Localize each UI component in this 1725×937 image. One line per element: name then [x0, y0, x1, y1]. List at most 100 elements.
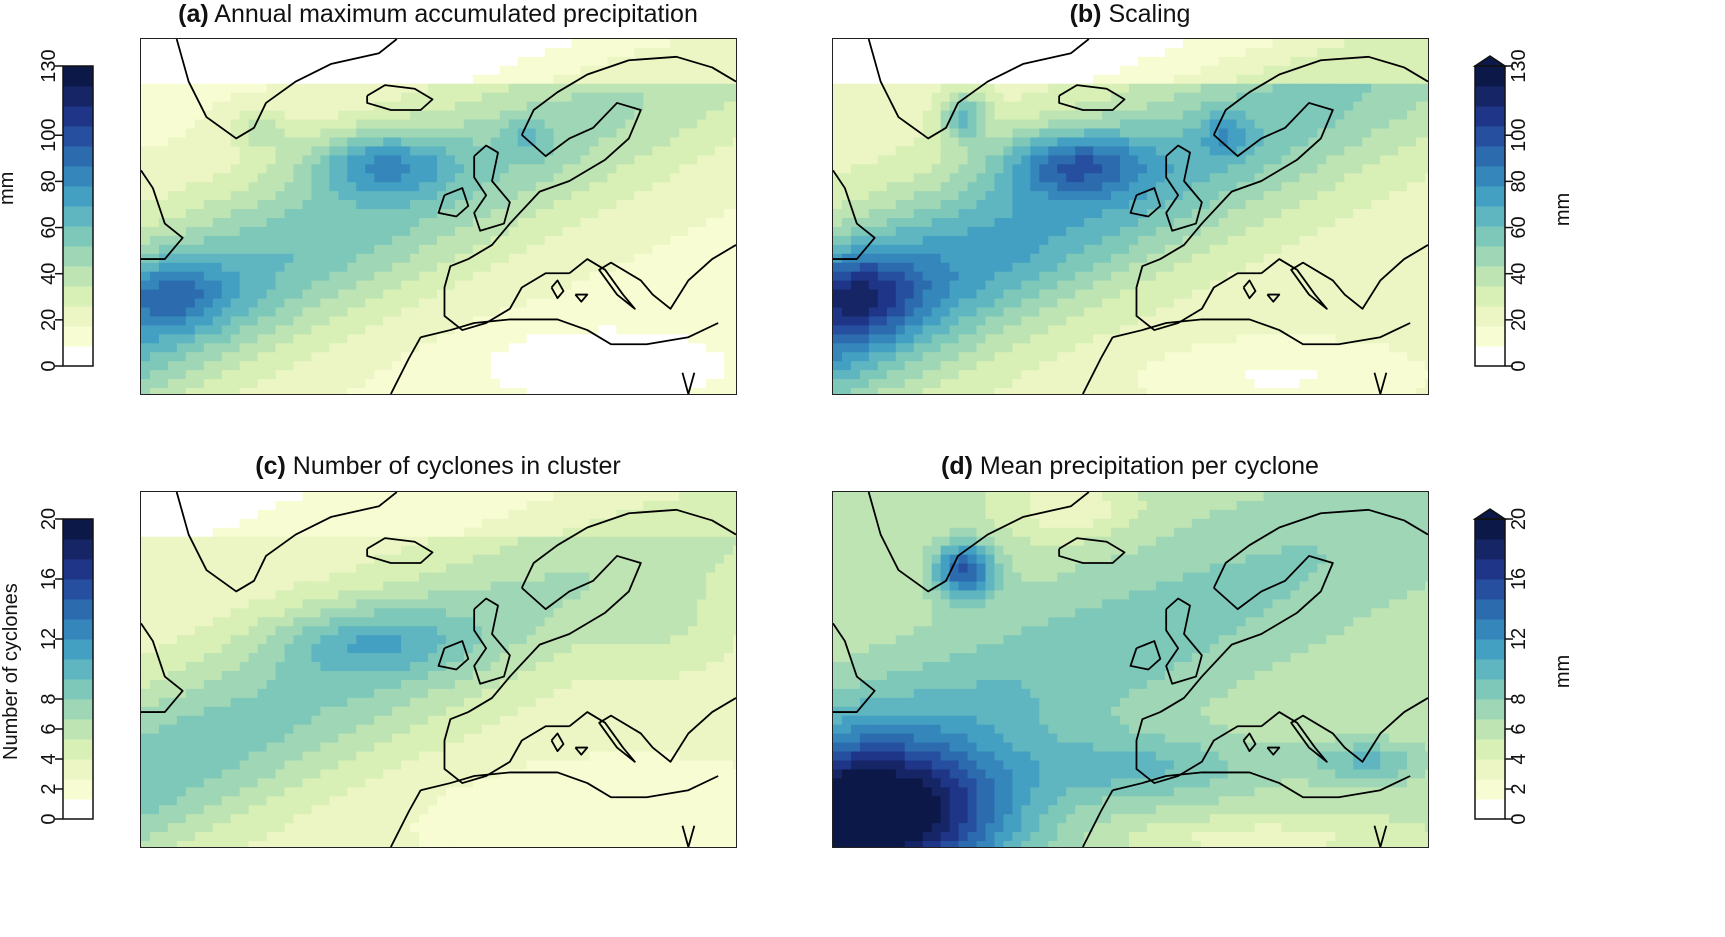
colorbar-tick-label: 16	[1508, 568, 1530, 590]
colorbar-band	[1475, 246, 1505, 267]
map-svg-a	[141, 39, 736, 394]
colorbar-tick-label: 8	[1508, 693, 1530, 704]
colorbar-band	[1475, 326, 1505, 347]
colorbar-band	[63, 559, 93, 580]
colorbar-b: 0 20 40 60 80 100 130	[1472, 49, 1530, 372]
colorbar-band	[1475, 679, 1505, 700]
colorbar-band	[63, 266, 93, 287]
colorbar-d: 0 2 4 6 8 12 16 20	[1472, 508, 1530, 825]
colorbar-tick-label: 0	[1508, 360, 1530, 371]
colorbar-band	[1475, 146, 1505, 167]
colorbar-tick-label: 0	[38, 360, 60, 371]
coastline	[141, 492, 736, 847]
colorbar-band	[63, 186, 93, 207]
colorbar-band	[63, 246, 93, 267]
colorbar-band	[1475, 739, 1505, 760]
colorbar-band	[1475, 206, 1505, 227]
colorbar-band	[1475, 226, 1505, 247]
colorbar-band	[63, 166, 93, 187]
colorbar-tick-label: 2	[38, 783, 60, 794]
colorbar-band	[1475, 86, 1505, 107]
panel-title-a: (a) Annual maximum accumulated precipita…	[140, 0, 736, 29]
colorbar-band	[63, 146, 93, 167]
colorbar-band	[1475, 779, 1505, 800]
colorbar-tick-label: 16	[38, 568, 60, 590]
panel-title-b: (b) Scaling	[832, 0, 1428, 29]
colorbar-tick-label: 80	[1508, 170, 1530, 192]
colorbar-tick-label: 60	[38, 216, 60, 238]
colorbar-band	[63, 739, 93, 760]
map-panel-d	[832, 491, 1429, 848]
unit-label-d: mm	[1552, 654, 1575, 689]
colorbar-frame	[62, 65, 94, 367]
panel-title-d: (d) Mean precipitation per cyclone	[832, 452, 1428, 481]
unit-label-b: mm	[1552, 192, 1575, 227]
colorbar-band	[1475, 519, 1505, 540]
colorbar-band	[1475, 539, 1505, 560]
coastline	[833, 39, 1428, 394]
colorbar-tick-label: 4	[38, 753, 60, 764]
colorbar-tick-label: 40	[38, 263, 60, 285]
colorbar-band	[1475, 619, 1505, 640]
map-svg-c	[141, 492, 736, 847]
colorbar-band	[1475, 66, 1505, 87]
colorbar-frame	[1474, 65, 1506, 367]
colorbar-band	[63, 206, 93, 227]
colorbar-tick-label: 4	[1508, 753, 1530, 764]
colorbar-band	[1475, 579, 1505, 600]
precip-field	[833, 39, 1428, 394]
colorbar-band	[1475, 699, 1505, 720]
colorbar-band	[63, 126, 93, 147]
colorbar-band	[63, 719, 93, 740]
colorbar-tick-label: 6	[1508, 723, 1530, 734]
colorbar-extend-arrow	[1472, 508, 1508, 520]
colorbar-band	[1475, 306, 1505, 327]
colorbar-tick-label: 20	[1508, 309, 1530, 331]
colorbar-tick-label: 40	[1508, 263, 1530, 285]
colorbar-band	[63, 306, 93, 327]
unit-label-a: mm	[0, 171, 18, 205]
colorbar-band	[1475, 659, 1505, 680]
colorbar-band	[1475, 759, 1505, 780]
colorbar-a: 0 20 40 60 80 100 130	[38, 49, 94, 372]
colorbar-tick-label: 0	[38, 813, 60, 824]
colorbar-band	[63, 66, 93, 87]
colorbar-band	[63, 86, 93, 107]
colorbar-band	[63, 346, 93, 367]
colorbar-band	[1475, 719, 1505, 740]
panel-title-text-c: Number of cyclones in cluster	[292, 452, 621, 480]
colorbar-band	[1475, 126, 1505, 147]
colorbar-band	[63, 699, 93, 720]
panel-title-text-b: Scaling	[1108, 0, 1191, 28]
colorbar-band	[1475, 266, 1505, 287]
colorbar-tick-label: 6	[38, 723, 60, 734]
coastline	[833, 492, 1428, 847]
colorbar-band	[63, 759, 93, 780]
colorbar-frame	[62, 518, 94, 820]
precip-field	[141, 39, 736, 394]
panel-title-text-d: Mean precipitation per cyclone	[979, 452, 1319, 480]
map-svg-d	[833, 492, 1428, 847]
map-svg-b	[833, 39, 1428, 394]
colorbar-band	[63, 226, 93, 247]
panel-title-text-a: Annual maximum accumulated precipitation	[214, 0, 698, 28]
colorbar-band	[1475, 346, 1505, 367]
colorbar-band	[63, 679, 93, 700]
colorbar-band	[63, 639, 93, 660]
colorbar-tick-label: 60	[1508, 216, 1530, 238]
colorbar-tick-label: 130	[1508, 49, 1530, 82]
colorbar-band	[1475, 559, 1505, 580]
panel-letter-b: (b)	[1069, 0, 1102, 28]
colorbar-band	[63, 619, 93, 640]
colorbar-band	[63, 659, 93, 680]
colorbar-band	[63, 286, 93, 307]
colorbar-band	[1475, 639, 1505, 660]
precip-field	[141, 492, 736, 847]
precip-field	[833, 492, 1428, 847]
colorbar-frame	[1474, 518, 1506, 820]
panel-title-c: (c) Number of cyclones in cluster	[140, 452, 736, 481]
colorbar-band	[1475, 599, 1505, 620]
map-panel-c	[140, 491, 737, 848]
colorbar-tick-label: 12	[38, 628, 60, 650]
colorbar-band	[1475, 166, 1505, 187]
